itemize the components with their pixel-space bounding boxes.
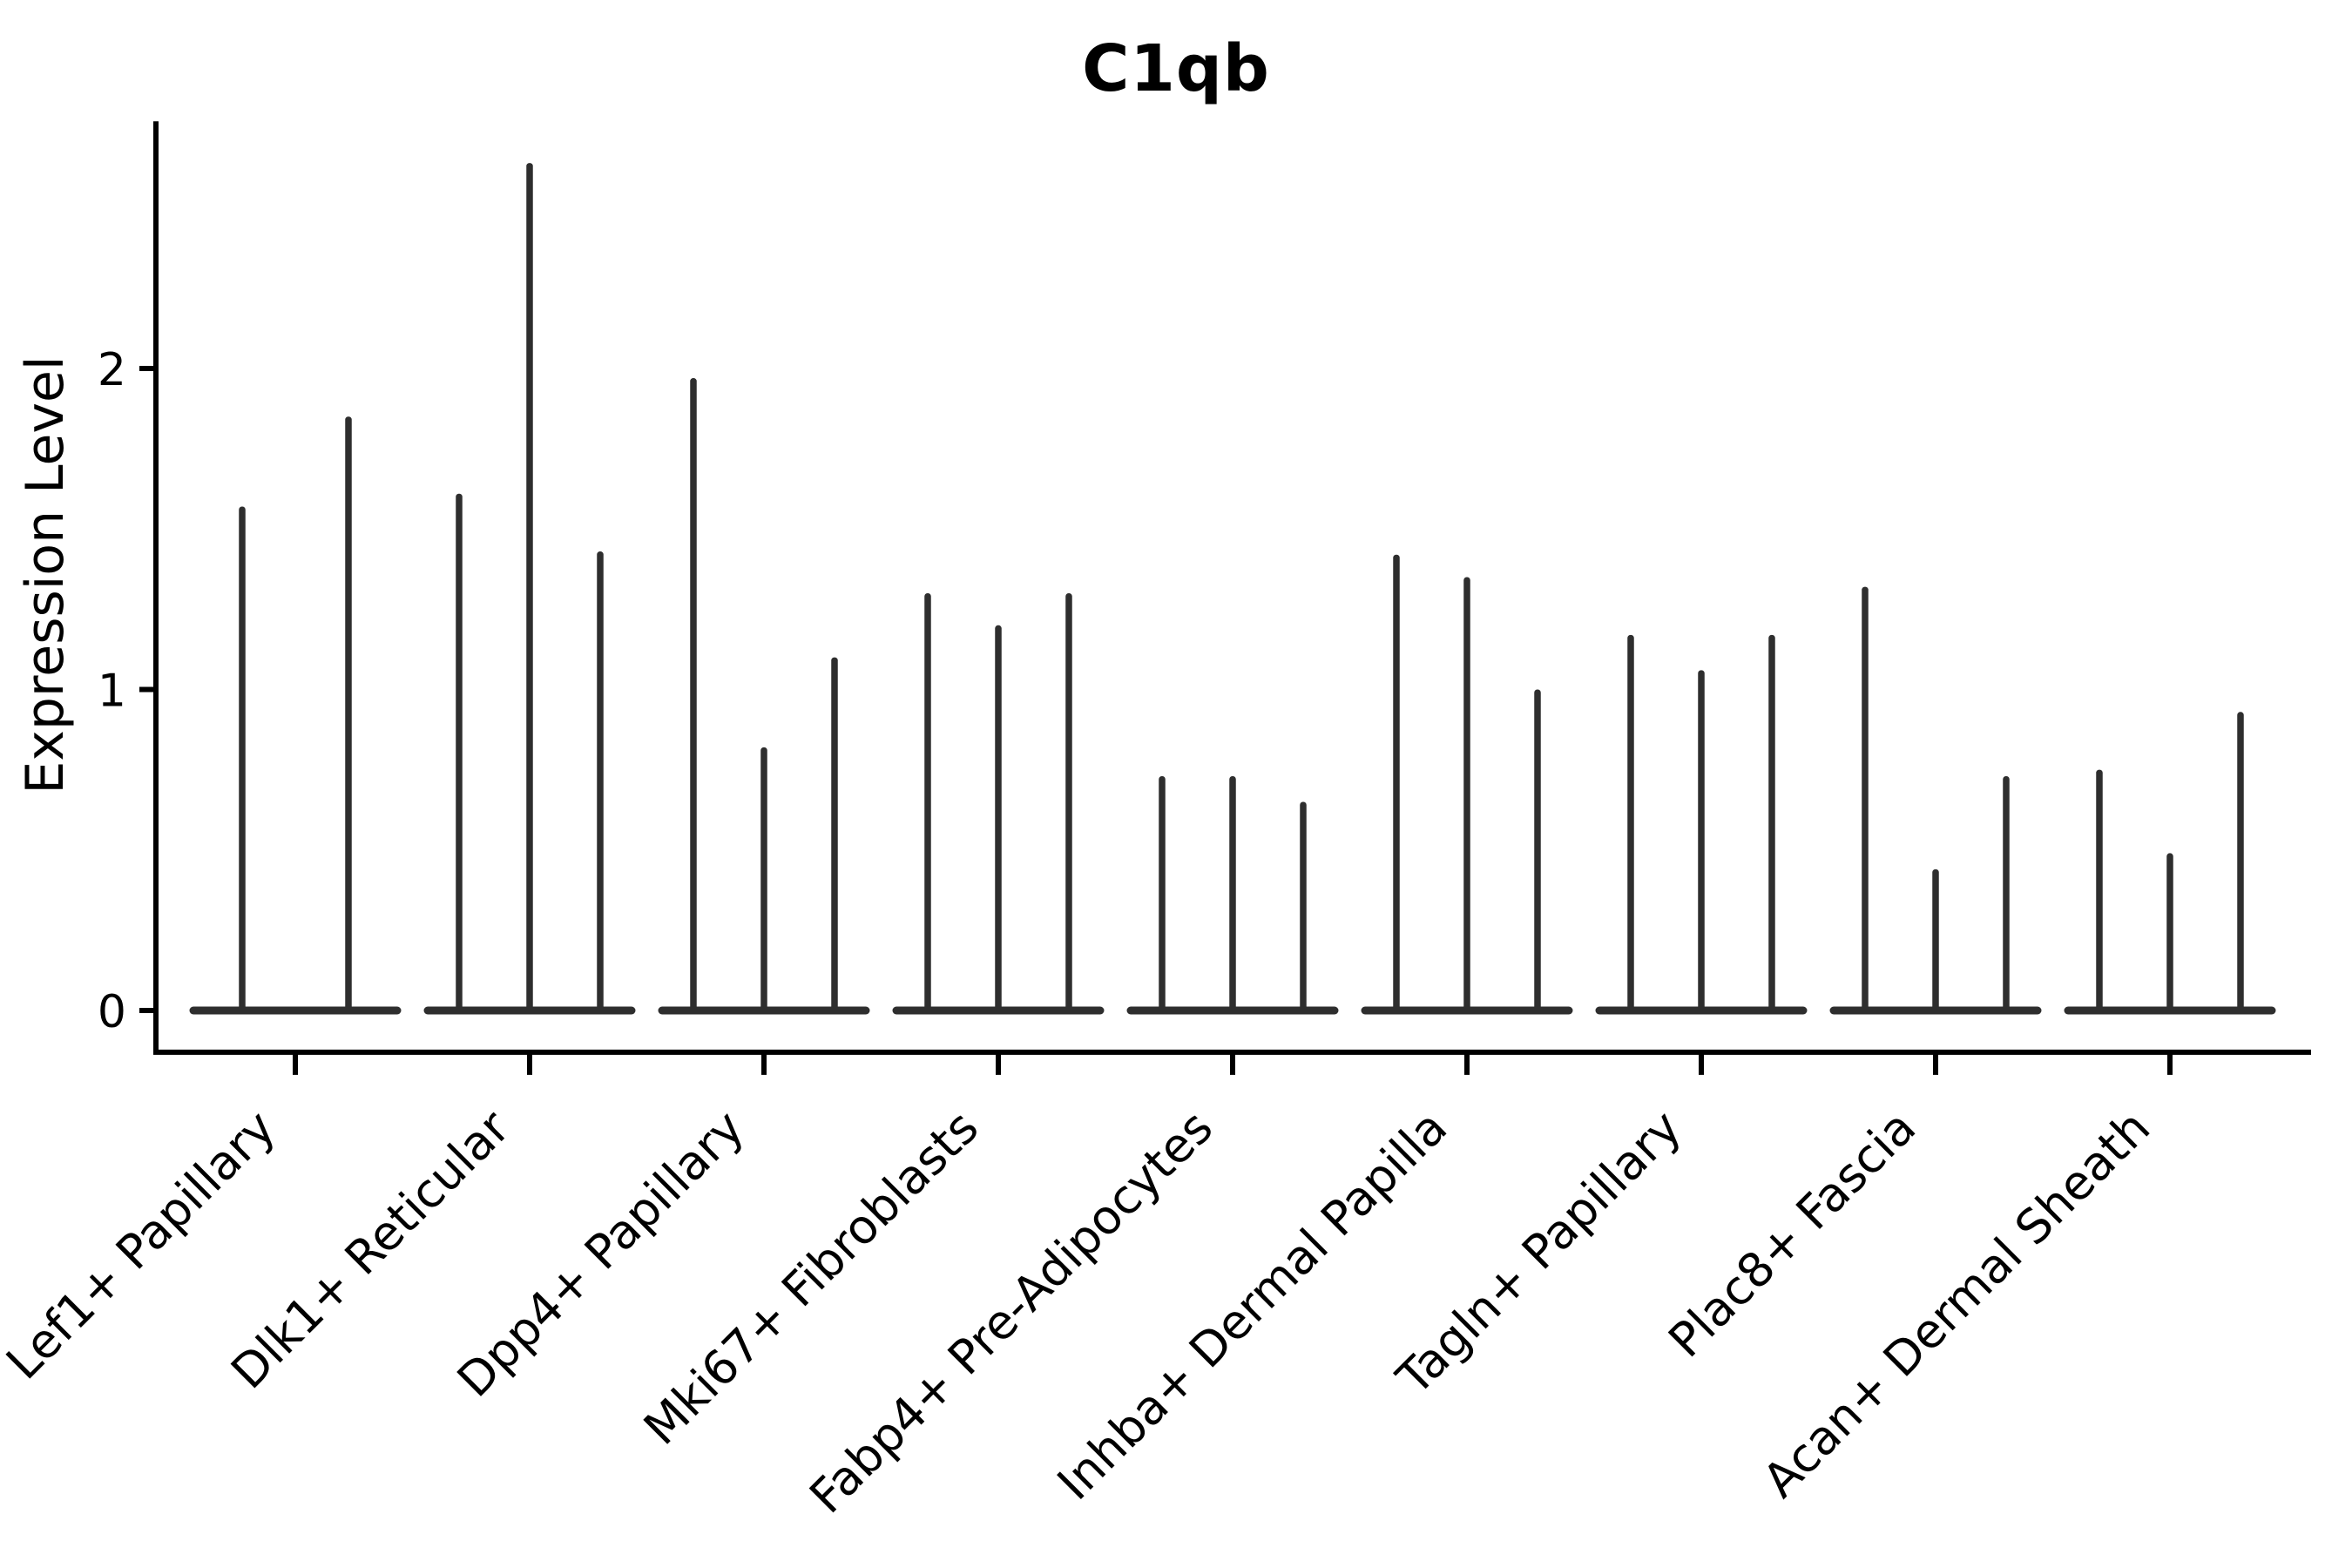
violin-base [2064, 1006, 2276, 1015]
violin-spike [345, 416, 352, 1010]
y-axis-tick [139, 1008, 153, 1013]
x-axis-tick [761, 1051, 767, 1075]
violin-spike [1393, 554, 1400, 1010]
violin-spike [1932, 868, 1939, 1010]
violin-spike [1463, 577, 1470, 1010]
violin-base [1595, 1006, 1808, 1015]
violin-base [658, 1006, 870, 1015]
x-category-label: Plac8+ Fascia [1658, 1100, 1926, 1369]
violin-spike [2003, 775, 2010, 1010]
violin-spike [597, 551, 604, 1010]
violin-spike [760, 747, 767, 1010]
y-tick-label: 2 [98, 344, 126, 396]
violin-spike [1768, 634, 1775, 1010]
violin-base [1829, 1006, 2042, 1015]
violin-base [892, 1006, 1105, 1015]
violin-base [1126, 1006, 1339, 1015]
y-tick-label: 0 [98, 986, 126, 1038]
violin-spike [239, 506, 246, 1010]
x-axis-tick [1230, 1051, 1235, 1075]
violin-spike [1534, 689, 1541, 1010]
x-axis-tick [1933, 1051, 1938, 1075]
violin-spike [690, 378, 697, 1010]
violin-spike [1627, 634, 1634, 1010]
y-axis-tick [139, 366, 153, 371]
x-category-label: Acan+ Dermal Sheath [1753, 1100, 2160, 1508]
violin-spike [995, 625, 1002, 1010]
y-axis-tick [139, 686, 153, 693]
violin-spike [924, 592, 931, 1010]
violin-spike [2166, 853, 2173, 1010]
chart-title: C1qb [1082, 31, 1270, 106]
x-axis-tick [996, 1051, 1001, 1075]
violin-spike [1159, 775, 1166, 1010]
violin-spike [2096, 769, 2103, 1010]
x-axis-tick [527, 1051, 532, 1075]
violin-base [189, 1006, 402, 1015]
y-axis-spine [153, 121, 159, 1052]
x-axis-tick [1464, 1051, 1470, 1075]
violin-spike [456, 493, 463, 1010]
x-axis-tick [2167, 1051, 2173, 1075]
x-category-label: Inhba+ Dermal Papilla [1047, 1100, 1457, 1511]
x-category-label: Fabp4+ Pre-Adipocytes [799, 1100, 1223, 1524]
x-axis-tick [1699, 1051, 1704, 1075]
x-axis-tick [293, 1051, 298, 1075]
violin-spike [1229, 775, 1236, 1010]
violin-spike [1300, 801, 1307, 1010]
y-tick-label: 1 [98, 666, 126, 718]
violin-spike [2237, 712, 2244, 1010]
violin-base [1361, 1006, 1573, 1015]
violin-base [423, 1006, 636, 1015]
violin-spike [831, 657, 838, 1010]
violin-spike [1065, 592, 1072, 1010]
violin-spike [1698, 670, 1705, 1010]
violin-spike [1862, 586, 1869, 1010]
violin-spike [526, 163, 533, 1010]
